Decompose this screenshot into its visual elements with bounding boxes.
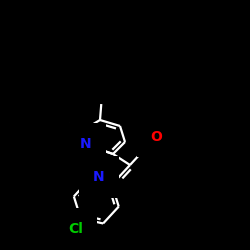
Text: N: N: [93, 170, 105, 184]
Text: N: N: [80, 137, 92, 151]
Text: Cl: Cl: [68, 222, 83, 236]
Text: O: O: [150, 130, 162, 143]
